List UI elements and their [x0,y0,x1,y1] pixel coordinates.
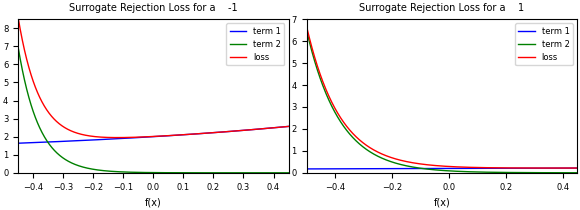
loss [42,107,49,109]
term 2 [124,171,131,173]
term 2 [230,172,237,174]
term 2 [331,110,338,112]
Title: Surrogate Rejection Loss for a    1: Surrogate Rejection Loss for a 1 [359,3,524,13]
term 2 [200,172,207,174]
term 1 [14,142,21,144]
term 1 [489,167,496,169]
X-axis label: f(x): f(x) [145,197,162,207]
term 2 [514,171,521,174]
term 1 [412,167,419,170]
loss [519,167,526,169]
loss [114,136,121,139]
loss [303,25,310,28]
term 1 [200,132,207,135]
term 2 [422,168,429,170]
term 2 [489,171,496,173]
loss [231,130,238,132]
term 1 [574,167,580,169]
loss [134,136,141,138]
loss [551,167,558,169]
term 2 [14,45,21,48]
term 1 [124,137,131,139]
loss [201,132,208,135]
loss [226,130,233,133]
loss [285,125,292,128]
term 1 [519,167,526,169]
term 2 [574,172,580,174]
term 1 [226,130,233,133]
loss [574,167,580,169]
term 1 [331,168,338,170]
loss [412,162,419,165]
term 1 [514,167,521,169]
term 2 [303,29,310,32]
term 2 [285,172,292,174]
Legend: term 1, term 2, loss: term 1, term 2, loss [515,24,573,66]
term 2 [226,172,233,174]
Line: term 2: term 2 [18,46,288,173]
Line: term 1: term 1 [307,168,577,169]
loss [124,136,131,139]
term 1 [303,168,310,170]
loss [422,163,429,166]
Legend: term 1, term 2, loss: term 1, term 2, loss [227,24,284,66]
loss [514,167,521,169]
term 1 [285,125,292,128]
term 1 [133,136,140,139]
term 2 [412,166,419,169]
loss [14,16,21,18]
loss [331,106,338,108]
loss [489,167,496,169]
term 1 [230,130,237,132]
Line: term 1: term 1 [18,126,288,143]
X-axis label: f(x): f(x) [433,197,450,207]
term 2 [133,171,140,174]
Title: Surrogate Rejection Loss for a    -1: Surrogate Rejection Loss for a -1 [69,3,238,13]
term 2 [42,138,49,140]
Line: loss: loss [307,26,577,168]
Line: term 2: term 2 [307,30,577,173]
Line: loss: loss [18,17,288,138]
term 2 [519,171,526,174]
term 1 [422,167,429,170]
term 1 [42,141,49,143]
